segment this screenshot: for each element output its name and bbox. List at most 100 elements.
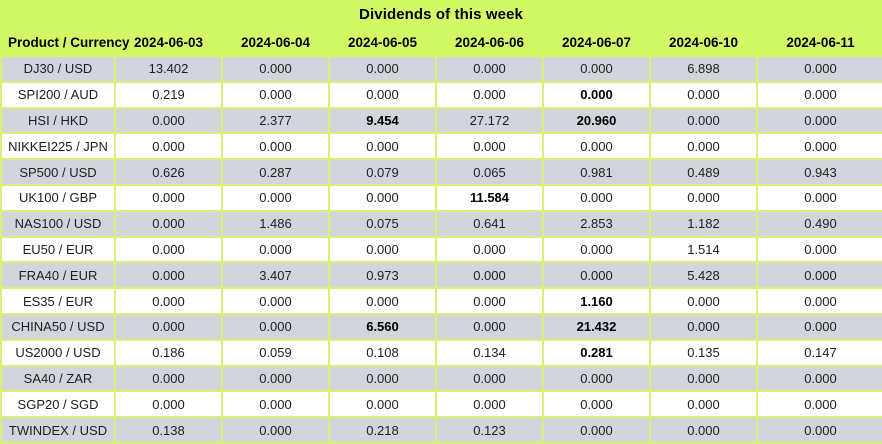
dividend-value-cell: 0.981: [542, 158, 651, 186]
dividend-value-cell: 0.000: [756, 106, 882, 135]
table-row: SPI200 / AUD 0.219 0.000 0.000 0.000 0.000 0.0…: [0, 80, 882, 109]
dividend-value-cell: 0.000: [435, 390, 544, 419]
dividend-value-cell: 0.000: [221, 235, 330, 264]
dividend-value-cell: 0.065: [435, 158, 544, 186]
dividend-value-cell: 0.000: [542, 364, 651, 393]
dividend-value-cell: 0.489: [649, 158, 758, 186]
product-cell: CHINA50 / USD: [0, 312, 116, 341]
dividend-value-cell: 0.000: [435, 287, 544, 315]
dividend-value-cell: 0.000: [542, 416, 651, 444]
product-cell: DJ30 / USD: [0, 55, 116, 83]
product-cell: FRA40 / EUR: [0, 261, 116, 290]
dividend-value-cell: 0.000: [756, 287, 882, 315]
dividend-value-cell: 0.000: [649, 364, 758, 393]
table-row: SA40 / ZAR 0.000 0.000 0.000 0.000 0.000 0.000…: [0, 364, 882, 393]
dividend-value-cell: 0.000: [649, 80, 758, 109]
dividend-value-cell: 3.407: [221, 261, 330, 290]
dividend-value-cell: 1.486: [221, 209, 330, 238]
table-row: SGP20 / SGD 0.000 0.000 0.000 0.000 0.000 0.00…: [0, 390, 882, 419]
dividend-value-cell: 0.000: [435, 364, 544, 393]
table-row: UK100 / GBP 0.000 0.000 0.000 11.584 0.000 0.0…: [0, 183, 882, 212]
dividend-value-cell: 0.000: [114, 106, 223, 135]
table-row: CHINA50 / USD 0.000 0.000 6.560 0.000 21.432 0…: [0, 312, 882, 341]
table-row: US2000 / USD 0.186 0.059 0.108 0.134 0.281 0.1…: [0, 338, 882, 367]
date-column-header: 2024-06-04: [221, 28, 330, 57]
product-cell: US2000 / USD: [0, 338, 116, 367]
dividend-value-cell: 0.000: [649, 287, 758, 315]
dividend-value-cell: 0.000: [114, 312, 223, 341]
dividend-value-cell: 2.377: [221, 106, 330, 135]
dividend-value-cell: 0.000: [435, 312, 544, 341]
dividend-value-cell: 2.853: [542, 209, 651, 238]
dividend-value-cell: 0.135: [649, 338, 758, 367]
dividend-value-cell: 0.000: [756, 132, 882, 161]
dividend-value-cell: 0.059: [221, 338, 330, 367]
product-currency-header: Product / Currency: [0, 28, 130, 57]
dividend-value-cell: 0.943: [756, 158, 882, 186]
dividend-value-cell: 0.287: [221, 158, 330, 186]
header-row: Product / Currency 2024-06-03 2024-06-04 20…: [0, 28, 882, 57]
dividend-value-cell: 0.000: [542, 80, 651, 109]
dividend-value-cell: 0.626: [114, 158, 223, 186]
date-column-header: 2024-06-11: [756, 28, 882, 57]
dividend-value-cell: 0.000: [328, 55, 437, 83]
dividend-value-cell: 0.000: [756, 261, 882, 290]
dividend-value-cell: 0.075: [328, 209, 437, 238]
dividend-value-cell: 0.000: [435, 261, 544, 290]
dividend-value-cell: 1.514: [649, 235, 758, 264]
dividend-value-cell: 6.560: [328, 312, 437, 341]
dividend-value-cell: 0.000: [328, 364, 437, 393]
date-column-header: 2024-06-07: [542, 28, 651, 57]
dividend-value-cell: 1.182: [649, 209, 758, 238]
dividend-value-cell: 0.000: [756, 80, 882, 109]
dividend-value-cell: 0.000: [542, 55, 651, 83]
table-row: NAS100 / USD 0.000 1.486 0.075 0.641 2.853 1.1…: [0, 209, 882, 238]
dividend-value-cell: 0.000: [114, 261, 223, 290]
dividend-value-cell: 0.000: [435, 55, 544, 83]
dividend-value-cell: 0.000: [756, 364, 882, 393]
dividend-value-cell: 0.000: [435, 132, 544, 161]
table-row: TWINDEX / USD 0.138 0.000 0.218 0.123 0.000 0.…: [0, 416, 882, 444]
dividend-value-cell: 0.134: [435, 338, 544, 367]
dividend-value-cell: 0.000: [328, 132, 437, 161]
dividend-value-cell: 0.000: [114, 235, 223, 264]
product-cell: NIKKEI225 / JPN: [0, 132, 116, 161]
dividend-value-cell: 0.641: [435, 209, 544, 238]
dividend-value-cell: 0.079: [328, 158, 437, 186]
dividend-value-cell: 0.000: [542, 183, 651, 212]
product-cell: NAS100 / USD: [0, 209, 116, 238]
dividend-value-cell: 0.219: [114, 80, 223, 109]
dividend-value-cell: 13.402: [114, 55, 223, 83]
dividend-value-cell: 0.000: [221, 80, 330, 109]
table-body: DJ30 / USD 13.402 0.000 0.000 0.000 0.000 6.89…: [0, 55, 882, 444]
dividend-value-cell: 0.000: [649, 312, 758, 341]
table-title: Dividends of this week: [0, 0, 882, 28]
dividend-value-cell: 0.000: [649, 183, 758, 212]
dividend-value-cell: 0.000: [756, 55, 882, 83]
dividend-value-cell: 0.000: [542, 390, 651, 419]
dividend-value-cell: 0.000: [221, 183, 330, 212]
dividend-value-cell: 6.898: [649, 55, 758, 83]
dividend-value-cell: 0.123: [435, 416, 544, 444]
dividend-value-cell: 0.000: [756, 312, 882, 341]
dividend-value-cell: 0.000: [756, 183, 882, 212]
dividend-value-cell: 0.000: [114, 132, 223, 161]
date-column-header: 2024-06-10: [649, 28, 758, 57]
dividend-value-cell: 0.000: [328, 183, 437, 212]
dividends-table: Product / Currency 2024-06-03 2024-06-04 20…: [0, 28, 882, 444]
table-row: EU50 / EUR 0.000 0.000 0.000 0.000 0.000 1.514…: [0, 235, 882, 264]
dividend-value-cell: 20.960: [542, 106, 651, 135]
dividend-value-cell: 0.000: [328, 235, 437, 264]
dividend-value-cell: 0.000: [221, 55, 330, 83]
dividend-value-cell: 0.000: [756, 416, 882, 444]
table-row: DJ30 / USD 13.402 0.000 0.000 0.000 0.000 6.89…: [0, 55, 882, 83]
dividend-value-cell: 0.000: [114, 390, 223, 419]
dividend-value-cell: 0.000: [649, 416, 758, 444]
dividend-value-cell: 0.000: [328, 390, 437, 419]
table-row: NIKKEI225 / JPN 0.000 0.000 0.000 0.000 0.000…: [0, 132, 882, 161]
product-cell: HSI / HKD: [0, 106, 116, 135]
dividend-value-cell: 0.000: [649, 390, 758, 419]
table-row: FRA40 / EUR 0.000 3.407 0.973 0.000 0.000 5.42…: [0, 261, 882, 290]
dividend-value-cell: 0.000: [756, 235, 882, 264]
dividend-value-cell: 0.000: [114, 209, 223, 238]
